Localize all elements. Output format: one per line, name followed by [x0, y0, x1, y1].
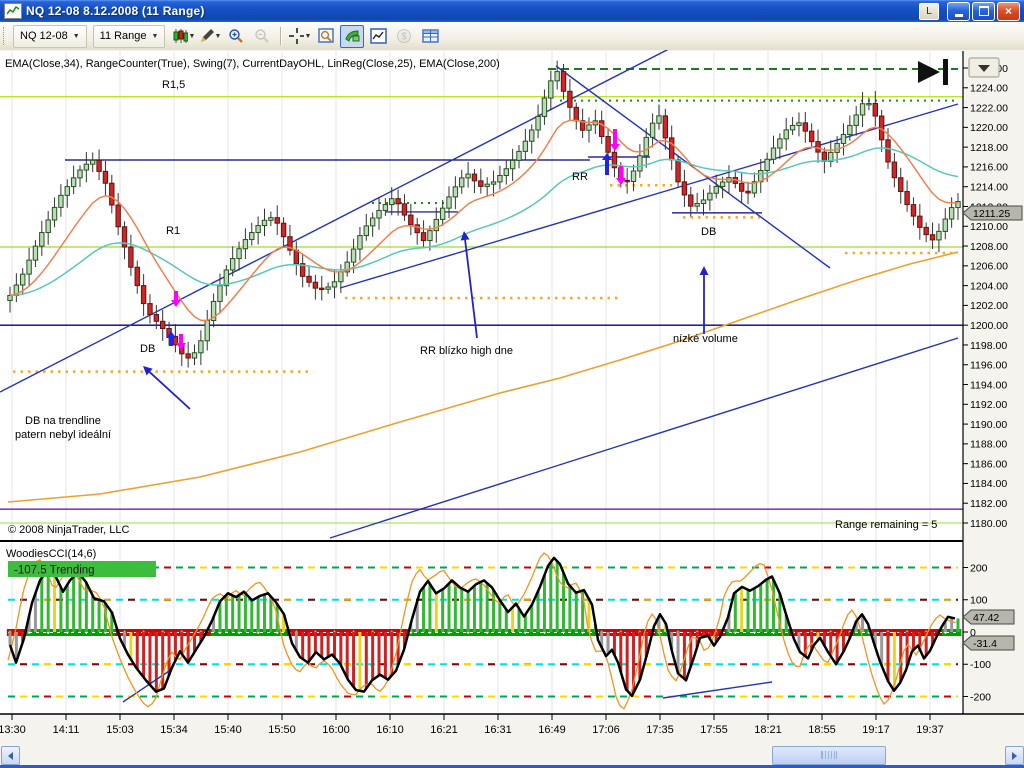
data-grid-icon[interactable]	[418, 25, 442, 48]
svg-text:15:34: 15:34	[160, 724, 188, 736]
dollar-icon: $	[392, 25, 416, 48]
svg-text:1198.00: 1198.00	[970, 340, 1007, 352]
indicator-label: EMA(Close,34), RangeCounter(True), Swing…	[5, 58, 500, 70]
svg-text:16:49: 16:49	[538, 724, 566, 736]
close-button[interactable]: ×	[997, 2, 1020, 21]
ninjatrader-chart-window: NQ 12-08 8.12.2008 (11 Range) L × NQ 12-…	[0, 0, 1024, 768]
svg-text:14:11: 14:11	[53, 724, 80, 736]
crosshair-icon[interactable]: ▼	[288, 25, 312, 48]
drawing-tools-icon[interactable]: ▼	[198, 25, 222, 48]
interval-selector[interactable]: 11 Range▼	[93, 25, 166, 48]
svg-text:1194.00: 1194.00	[970, 379, 1007, 391]
axis-dropdown-button[interactable]	[969, 58, 999, 77]
scroll-left-button[interactable]	[1, 746, 20, 765]
svg-text:DB na trendline: DB na trendline	[25, 415, 101, 427]
svg-text:DB: DB	[140, 343, 155, 355]
scroll-right-button[interactable]	[1005, 746, 1024, 765]
svg-text:-31.4: -31.4	[973, 638, 997, 650]
svg-text:15:03: 15:03	[106, 724, 134, 736]
window-chart-icon	[4, 3, 22, 19]
svg-text:R1: R1	[166, 225, 180, 237]
toolbar-grip[interactable]	[3, 27, 8, 45]
svg-text:100: 100	[970, 595, 988, 607]
svg-text:1224.00: 1224.00	[970, 83, 1008, 95]
svg-text:RR: RR	[572, 171, 588, 183]
svg-text:13:30: 13:30	[0, 724, 26, 736]
svg-text:16:00: 16:00	[322, 724, 350, 736]
svg-text:1190.00: 1190.00	[970, 419, 1007, 431]
svg-text:1184.00: 1184.00	[970, 478, 1007, 490]
svg-text:1186.00: 1186.00	[970, 458, 1007, 470]
cci-status-badge: -107.5 Trending	[8, 561, 156, 577]
title-bar[interactable]: NQ 12-08 8.12.2008 (11 Range) L ×	[0, 0, 1024, 22]
range-remaining-label: Range remaining = 5	[835, 519, 937, 531]
svg-text:16:10: 16:10	[376, 724, 404, 736]
svg-text:1211.25: 1211.25	[973, 208, 1010, 220]
svg-text:1202.00: 1202.00	[970, 300, 1008, 312]
svg-text:1204.00: 1204.00	[970, 280, 1008, 292]
svg-text:1218.00: 1218.00	[970, 142, 1008, 154]
instrument-label: NQ 12-08	[20, 30, 68, 42]
svg-text:1216.00: 1216.00	[970, 162, 1008, 174]
link-button[interactable]: L	[919, 3, 939, 20]
svg-text:1192.00: 1192.00	[970, 399, 1007, 411]
svg-text:-100: -100	[970, 659, 991, 671]
instrument-selector[interactable]: NQ 12-08▼	[13, 25, 87, 48]
chart-trader-icon[interactable]	[340, 25, 364, 48]
svg-text:1210.00: 1210.00	[970, 221, 1008, 233]
svg-text:nízké volume: nízké volume	[673, 333, 738, 345]
svg-text:15:50: 15:50	[268, 724, 296, 736]
svg-text:17:06: 17:06	[592, 724, 620, 736]
svg-text:17:35: 17:35	[646, 724, 674, 736]
scrollbar-thumb[interactable]	[772, 746, 886, 765]
svg-text:1200.00: 1200.00	[970, 320, 1008, 332]
cci-value-tag: 47.42	[963, 610, 1014, 624]
chart-canvas[interactable]: 1226.001224.001222.001220.001218.001216.…	[0, 50, 1024, 745]
svg-text:1180.00: 1180.00	[970, 518, 1007, 530]
svg-text:1208.00: 1208.00	[970, 241, 1008, 253]
minimize-button[interactable]	[947, 2, 970, 21]
svg-text:19:17: 19:17	[862, 724, 890, 736]
svg-text:47.42: 47.42	[973, 612, 999, 624]
svg-text:-107.5 Trending: -107.5 Trending	[14, 565, 95, 577]
svg-text:RR blízko high dne: RR blízko high dne	[420, 345, 513, 357]
copyright-label: © 2008 NinjaTrader, LLC	[8, 524, 129, 536]
svg-text:1196.00: 1196.00	[970, 360, 1007, 372]
interval-label: 11 Range	[100, 30, 147, 42]
svg-text:1214.00: 1214.00	[970, 181, 1008, 193]
svg-text:1222.00: 1222.00	[970, 102, 1008, 114]
svg-text:17:55: 17:55	[700, 724, 728, 736]
svg-text:15:40: 15:40	[214, 724, 242, 736]
chart-style-icon[interactable]: ▼	[172, 25, 196, 48]
chart-toolbar: NQ 12-08▼ 11 Range▼ ▼ ▼	[0, 22, 1024, 51]
zoom-region-icon[interactable]	[314, 25, 338, 48]
window-title: NQ 12-08 8.12.2008 (11 Range)	[26, 4, 205, 18]
zoom-in-icon[interactable]	[224, 25, 248, 48]
svg-text:$: $	[402, 32, 408, 43]
svg-text:1188.00: 1188.00	[970, 439, 1007, 451]
svg-text:1220.00: 1220.00	[970, 122, 1008, 134]
restore-button[interactable]	[972, 2, 995, 21]
svg-text:1182.00: 1182.00	[970, 498, 1007, 510]
svg-text:18:21: 18:21	[754, 724, 782, 736]
svg-text:200: 200	[970, 562, 988, 574]
svg-text:19:37: 19:37	[916, 724, 944, 736]
svg-text:DB: DB	[701, 226, 716, 238]
svg-text:1206.00: 1206.00	[970, 261, 1008, 273]
zoom-out-icon	[250, 25, 274, 48]
cci-turbo-tag: -31.4	[963, 636, 1014, 650]
svg-text:patern nebyl ideální: patern nebyl ideální	[15, 429, 111, 441]
svg-text:18:55: 18:55	[808, 724, 836, 736]
svg-text:16:21: 16:21	[430, 724, 458, 736]
svg-text:16:31: 16:31	[484, 724, 512, 736]
svg-text:R1,5: R1,5	[162, 79, 185, 91]
cci-indicator-label: WoodiesCCI(14,6)	[6, 548, 96, 560]
horizontal-scrollbar[interactable]	[0, 745, 1024, 765]
svg-text:-200: -200	[970, 691, 991, 703]
last-price-tag: 1211.25	[963, 206, 1022, 220]
mini-chart-icon[interactable]	[366, 25, 390, 48]
